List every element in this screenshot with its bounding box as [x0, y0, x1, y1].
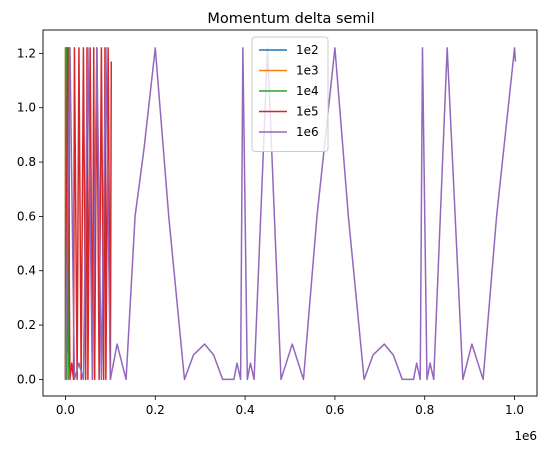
- x-tick-label: 0.0: [56, 403, 75, 417]
- legend-label-1e3: 1e3: [296, 64, 319, 78]
- legend-label-1e4: 1e4: [296, 84, 319, 98]
- chart-title: Momentum delta semil: [207, 11, 374, 27]
- x-tick-label: 0.2: [146, 403, 165, 417]
- y-tick-label: 1.2: [17, 46, 36, 60]
- legend-label-1e5: 1e5: [296, 105, 319, 119]
- legend-label-1e2: 1e2: [296, 43, 319, 57]
- y-axis: 0.0 0.2 0.4 0.6 0.8 1.0 1.2: [17, 46, 43, 386]
- x-tick-label: 1.0: [505, 403, 524, 417]
- y-tick-label: 0.2: [17, 318, 36, 332]
- x-tick-label: 0.6: [325, 403, 344, 417]
- series-line-1e6: [64, 47, 517, 381]
- legend-box: [251, 36, 329, 152]
- x-tick-label: 0.8: [415, 403, 434, 417]
- legend: 1e2 1e3 1e4 1e5 1e6: [251, 36, 329, 152]
- legend-label-1e6: 1e6: [296, 125, 319, 139]
- x-offset-label: 1e6: [514, 429, 537, 443]
- y-tick-label: 0.6: [17, 209, 36, 223]
- y-tick-label: 0.8: [17, 155, 36, 169]
- x-axis: 0.0 0.2 0.4 0.6 0.8 1.0: [56, 396, 524, 417]
- y-tick-label: 1.0: [17, 101, 36, 115]
- plot-frame: [42, 29, 538, 397]
- y-tick-label: 0.0: [17, 372, 36, 386]
- series-layer: [64, 47, 517, 381]
- x-tick-label: 0.4: [236, 403, 255, 417]
- y-tick-label: 0.4: [17, 264, 36, 278]
